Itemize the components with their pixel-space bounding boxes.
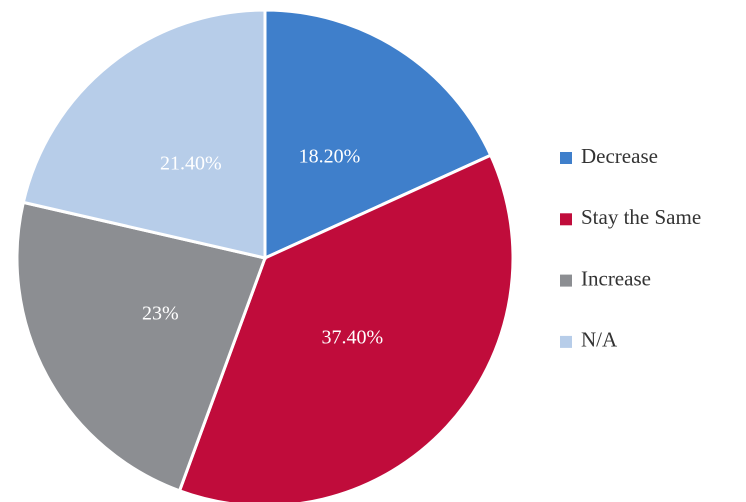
data-label: 37.40% <box>321 327 383 349</box>
legend-swatch <box>560 274 572 287</box>
data-label: 21.40% <box>160 152 222 174</box>
pie-slice <box>15 200 267 493</box>
pie-slice <box>21 8 267 260</box>
legend-swatch <box>560 335 572 348</box>
legend-label: Decrease <box>581 144 658 168</box>
legend-label: Stay the Same <box>581 205 701 229</box>
data-label: 23% <box>142 302 179 324</box>
pie-slice <box>263 8 493 261</box>
legend-swatch <box>560 213 572 226</box>
legend-label: Increase <box>581 266 651 290</box>
legend-label: N/A <box>581 328 618 352</box>
legend-swatch <box>560 152 572 164</box>
data-label: 18.20% <box>299 145 361 167</box>
pie-slice <box>177 153 515 502</box>
